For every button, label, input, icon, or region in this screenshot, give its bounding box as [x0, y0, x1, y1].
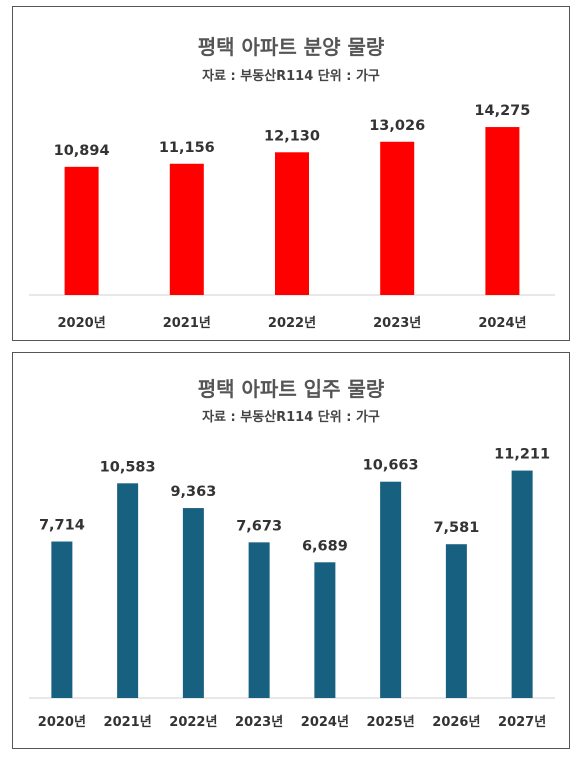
chart-title: 평택 아파트 분양 물량 — [197, 35, 385, 59]
bar — [380, 481, 402, 698]
x-tick-label: 2021년 — [104, 715, 152, 730]
occupancy-chart-panel: 평택 아파트 입주 물량 자료 : 부동산R114 단위 : 가구 7,714 2… — [12, 352, 570, 749]
x-tick-label: 2020년 — [38, 715, 86, 730]
x-tick-label: 2020년 — [58, 316, 106, 331]
x-tick-label: 2025년 — [367, 715, 415, 730]
supply-chart-panel: 평택 아파트 분양 물량 자료 : 부동산R114 단위 : 가구 10,894… — [12, 6, 570, 341]
bar — [117, 483, 139, 698]
x-tick-label: 2026년 — [432, 715, 480, 730]
data-label: 7,673 — [236, 518, 282, 534]
data-label: 6,689 — [302, 538, 348, 554]
x-tick-label: 2023년 — [373, 316, 421, 331]
bar — [380, 141, 415, 295]
bar — [314, 562, 336, 698]
bar — [51, 541, 73, 698]
data-label: 7,581 — [433, 520, 479, 536]
x-tick-label: 2027년 — [498, 715, 546, 730]
bar — [64, 166, 99, 295]
chart-subtitle: 자료 : 부동산R114 단위 : 가구 — [202, 410, 380, 425]
chart-subtitle: 자료 : 부동산R114 단위 : 가구 — [202, 69, 380, 84]
data-label: 11,156 — [159, 140, 215, 156]
data-label: 11,211 — [494, 447, 550, 463]
x-tick-label: 2023년 — [235, 715, 283, 730]
data-label: 13,026 — [369, 118, 425, 134]
data-label: 10,894 — [54, 143, 110, 159]
bar — [169, 163, 204, 295]
data-label: 10,663 — [363, 458, 419, 474]
bar — [511, 470, 533, 698]
x-tick-label: 2024년 — [301, 715, 349, 730]
x-tick-label: 2022년 — [268, 316, 316, 331]
chart-title: 평택 아파트 입주 물량 — [197, 377, 385, 401]
supply-bar-chart: 10,894 2020년 11,156 2021년 12,130 2022년 13,026 2… — [29, 103, 555, 331]
x-tick-label: 2022년 — [169, 715, 217, 730]
data-label: 12,130 — [264, 128, 320, 144]
bar — [248, 542, 270, 698]
x-tick-label: 2024년 — [478, 316, 526, 331]
occupancy-bar-chart: 7,714 2020년 10,583 2021년 9,363 2022년 7,673 2023… — [29, 447, 555, 730]
bar — [182, 508, 204, 698]
data-label: 7,714 — [39, 518, 85, 534]
data-label: 9,363 — [170, 484, 216, 500]
x-tick-label: 2021년 — [163, 316, 211, 331]
data-label: 14,275 — [474, 103, 530, 119]
bar — [445, 544, 467, 698]
data-label: 10,583 — [100, 459, 156, 475]
bar — [485, 127, 520, 295]
bar — [275, 152, 309, 295]
